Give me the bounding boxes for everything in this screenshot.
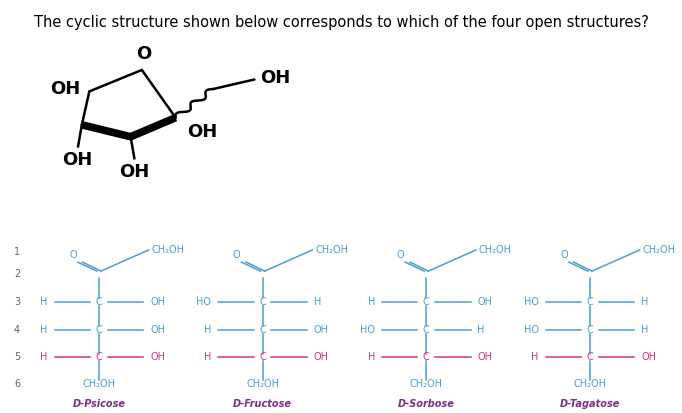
Text: O: O bbox=[69, 250, 77, 260]
Text: OH: OH bbox=[477, 352, 492, 363]
Text: H: H bbox=[314, 297, 321, 307]
Text: CH₂OH: CH₂OH bbox=[410, 378, 443, 389]
Text: D-Sorbose: D-Sorbose bbox=[398, 399, 455, 409]
Text: OH: OH bbox=[62, 151, 93, 169]
Text: C: C bbox=[587, 297, 593, 307]
Text: OH: OH bbox=[187, 123, 217, 141]
Text: 5: 5 bbox=[14, 352, 20, 363]
Text: OH: OH bbox=[314, 325, 329, 335]
Text: OH: OH bbox=[150, 297, 165, 307]
Text: C: C bbox=[423, 352, 430, 363]
Text: H: H bbox=[368, 352, 375, 363]
Text: O: O bbox=[560, 250, 568, 260]
Text: C: C bbox=[259, 297, 266, 307]
Text: H: H bbox=[477, 325, 485, 335]
Text: 3: 3 bbox=[14, 297, 20, 307]
Text: CH₂OH: CH₂OH bbox=[479, 245, 512, 255]
Text: H: H bbox=[40, 297, 48, 307]
Text: OH: OH bbox=[477, 297, 492, 307]
Text: C: C bbox=[587, 325, 593, 335]
Text: O: O bbox=[233, 250, 241, 260]
Text: H: H bbox=[204, 352, 211, 363]
Text: CH₂OH: CH₂OH bbox=[574, 378, 606, 389]
Text: OH: OH bbox=[314, 352, 329, 363]
Text: OH: OH bbox=[260, 69, 291, 87]
Text: C: C bbox=[259, 325, 266, 335]
Text: C: C bbox=[423, 325, 430, 335]
Text: OH: OH bbox=[50, 80, 80, 98]
Text: CH₂OH: CH₂OH bbox=[83, 378, 115, 389]
Text: 6: 6 bbox=[14, 378, 20, 389]
Text: H: H bbox=[40, 325, 48, 335]
Text: H: H bbox=[641, 325, 649, 335]
Text: H: H bbox=[531, 352, 539, 363]
Text: 4: 4 bbox=[14, 325, 20, 335]
Text: H: H bbox=[368, 297, 375, 307]
Text: D-Fructose: D-Fructose bbox=[233, 399, 292, 409]
Text: HO: HO bbox=[360, 325, 375, 335]
Text: C: C bbox=[95, 325, 102, 335]
Text: O: O bbox=[136, 45, 151, 63]
Text: 2: 2 bbox=[14, 269, 20, 279]
Text: C: C bbox=[95, 352, 102, 363]
Text: OH: OH bbox=[641, 352, 656, 363]
Text: OH: OH bbox=[150, 352, 165, 363]
Text: CH₂OH: CH₂OH bbox=[246, 378, 279, 389]
Text: O: O bbox=[396, 250, 404, 260]
Text: HO: HO bbox=[524, 297, 539, 307]
Text: The cyclic structure shown below corresponds to which of the four open structure: The cyclic structure shown below corresp… bbox=[33, 15, 649, 30]
Text: 1: 1 bbox=[14, 247, 20, 257]
Text: C: C bbox=[587, 352, 593, 363]
Text: CH₂OH: CH₂OH bbox=[315, 245, 348, 255]
Text: H: H bbox=[641, 297, 649, 307]
Text: H: H bbox=[204, 325, 211, 335]
Text: C: C bbox=[95, 297, 102, 307]
Text: OH: OH bbox=[150, 325, 165, 335]
Text: D-Tagatose: D-Tagatose bbox=[560, 399, 620, 409]
Text: C: C bbox=[259, 352, 266, 363]
Text: D-Psicose: D-Psicose bbox=[72, 399, 125, 409]
Text: H: H bbox=[40, 352, 48, 363]
Text: CH₂OH: CH₂OH bbox=[642, 245, 675, 255]
Text: HO: HO bbox=[196, 297, 211, 307]
Text: CH₂OH: CH₂OH bbox=[151, 245, 184, 255]
Text: OH: OH bbox=[119, 163, 149, 181]
Text: C: C bbox=[423, 297, 430, 307]
Text: HO: HO bbox=[524, 325, 539, 335]
